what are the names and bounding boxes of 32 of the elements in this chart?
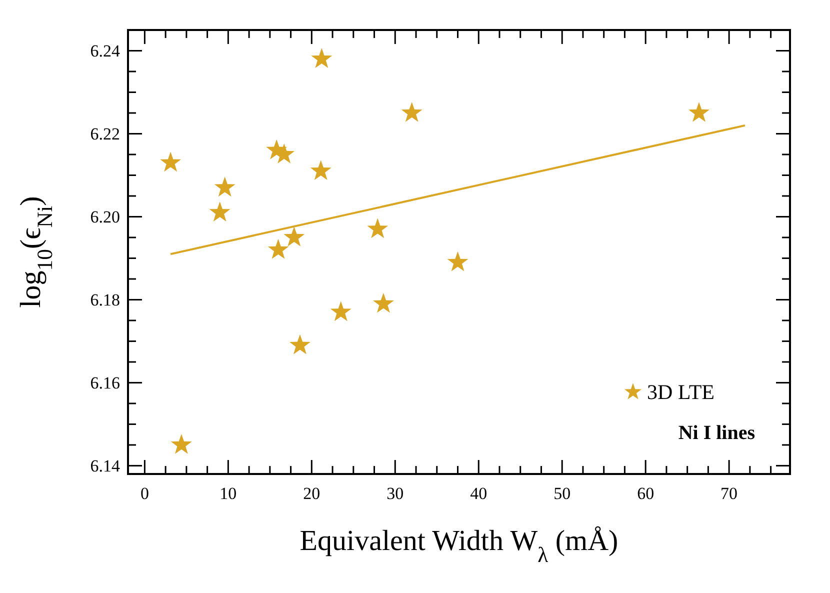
x-tick-label: 40: [470, 484, 488, 503]
point: [290, 334, 310, 354]
point: [401, 102, 422, 122]
y-tick-label: 6.16: [90, 374, 120, 393]
x-tick-label: 60: [637, 484, 654, 503]
x-tick-label: 0: [140, 484, 149, 503]
y-tick-label: 6.14: [90, 456, 120, 476]
x-tick-label: 20: [303, 484, 320, 503]
point: [160, 152, 182, 172]
point: [214, 176, 236, 197]
y-tick-label: 6.24: [90, 42, 120, 61]
y-tick-label: 6.18: [90, 290, 120, 310]
x-tick-label: 10: [220, 484, 237, 503]
point: [330, 301, 352, 322]
y-tick-label: 6.20: [90, 208, 120, 227]
x-tick-label: 70: [720, 484, 738, 503]
point: [284, 226, 305, 246]
point: [310, 160, 332, 180]
point: [311, 48, 332, 68]
point: [367, 218, 388, 238]
point: [268, 238, 289, 259]
point: [447, 251, 468, 272]
x-tick-label: 50: [554, 484, 571, 503]
point: [170, 434, 192, 454]
x-tick-label: 30: [386, 484, 404, 503]
point: [688, 102, 710, 122]
x-axis-title: Equivalent Width W$_{λ}$ (mÅ): [300, 525, 618, 567]
y-tick-label: 6.22: [90, 124, 120, 144]
legend-label: 3D LTE: [647, 380, 714, 404]
point: [372, 292, 394, 313]
annotation: Ni I lines: [678, 422, 756, 444]
point: [209, 202, 230, 222]
